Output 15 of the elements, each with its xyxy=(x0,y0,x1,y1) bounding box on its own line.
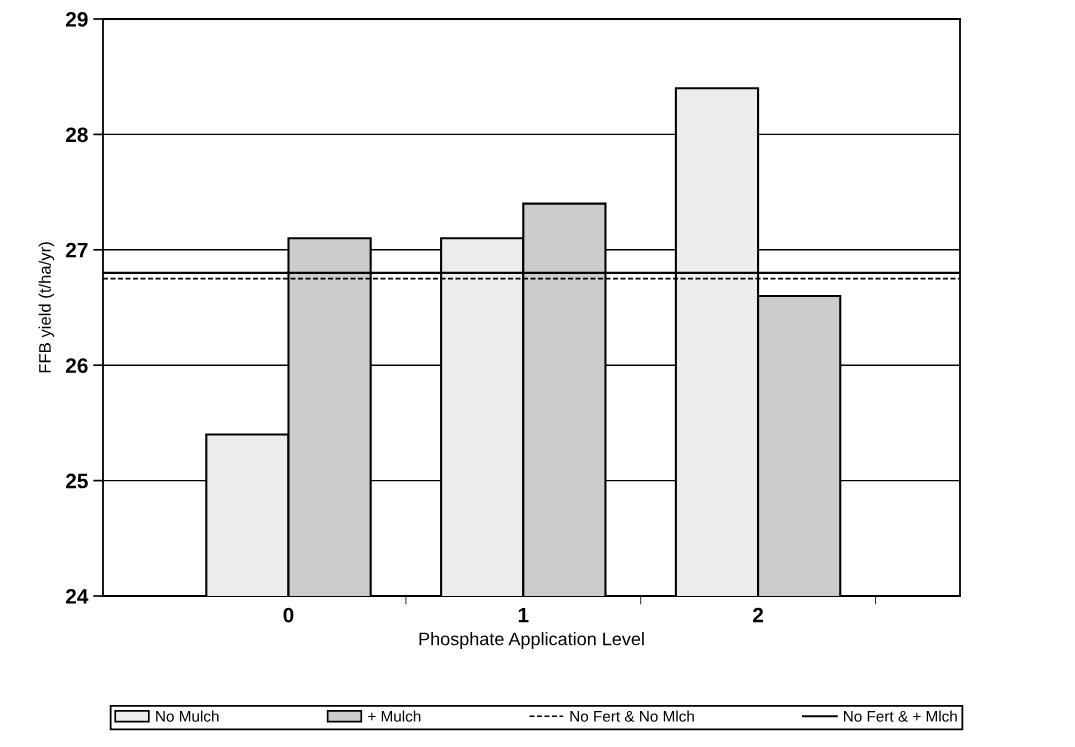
y-tick-label: 25 xyxy=(65,473,88,489)
y-tick-label: 28 xyxy=(65,127,88,143)
x-axis-title: Phosphate Application Level xyxy=(419,632,644,649)
y-tick-label: 27 xyxy=(65,242,88,258)
y-tick-label: 24 xyxy=(65,589,89,604)
x-tick-label: 2 xyxy=(753,607,764,623)
legend-label: No Mulch xyxy=(156,710,219,722)
x-tick-label: 1 xyxy=(518,607,529,623)
legend-label: + Mulch xyxy=(368,710,421,722)
y-tick-label: 29 xyxy=(65,12,88,27)
y-tick-label: 26 xyxy=(65,358,88,373)
legend-label: No Fert & + Mlch xyxy=(844,710,957,722)
y-axis-title: FFB yield (t/ha/yr) xyxy=(38,242,55,373)
x-tick-label: 0 xyxy=(283,607,294,623)
legend-label: No Fert & No Mlch xyxy=(570,710,694,722)
